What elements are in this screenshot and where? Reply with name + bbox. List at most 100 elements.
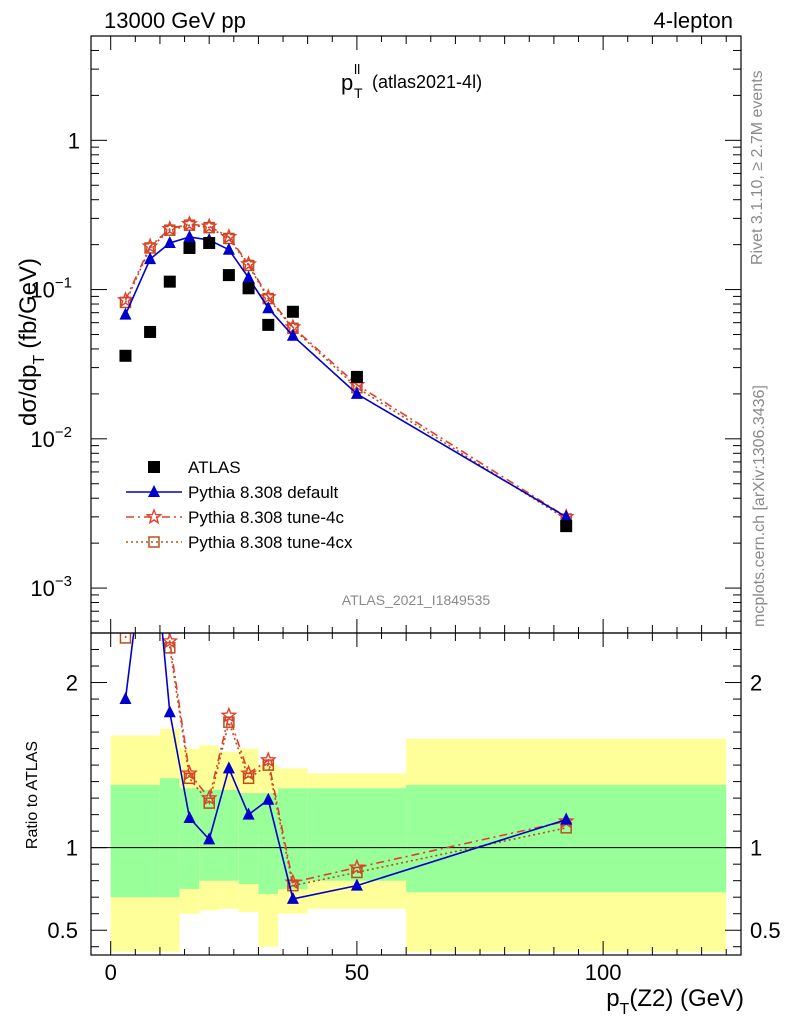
inner-band-bin bbox=[110, 784, 160, 898]
legend-entry: ATLAS bbox=[148, 458, 241, 477]
ratio-line bbox=[124, 633, 567, 887]
svg-text:mcplots.cern.ch [arXiv:1306.34: mcplots.cern.ch [arXiv:1306.3436] bbox=[751, 385, 768, 627]
data-point bbox=[161, 219, 179, 237]
ratio-y-tick-label: 2 bbox=[66, 671, 78, 696]
svg-text:Ratio to ATLAS: Ratio to ATLAS bbox=[24, 741, 41, 849]
ratio-y-tick-label-right: 1 bbox=[750, 836, 762, 861]
svg-text:p: p bbox=[341, 70, 353, 95]
legend-entry: Pythia 8.308 default bbox=[126, 483, 339, 502]
data-point bbox=[350, 370, 363, 383]
inner-band-bin bbox=[307, 788, 407, 881]
x-tick-label: 0 bbox=[105, 960, 117, 985]
ratio-y-tick-label: 0.5 bbox=[47, 918, 78, 943]
data-point bbox=[163, 275, 176, 288]
plot-title-sub: T bbox=[354, 85, 363, 101]
data-point bbox=[116, 291, 134, 308]
svg-text:pT(Z2) (GeV): pT(Z2) (GeV) bbox=[606, 985, 744, 1018]
plot-title: p ll T (atlas2021-4l) bbox=[341, 61, 482, 101]
ratio-point bbox=[203, 832, 216, 845]
data-point bbox=[220, 228, 238, 245]
data-point bbox=[180, 215, 198, 232]
ratio-series-0 bbox=[119, 633, 573, 904]
y-tick-label: 10−3 bbox=[30, 573, 72, 601]
ratio-point bbox=[242, 807, 255, 820]
data-point bbox=[183, 230, 196, 243]
inner-band-bin bbox=[159, 778, 180, 898]
data-point bbox=[259, 288, 277, 305]
legend-label: Pythia 8.308 tune-4c bbox=[188, 508, 344, 527]
series-0 bbox=[119, 237, 573, 533]
legend-marker bbox=[148, 536, 160, 548]
data-point bbox=[163, 236, 176, 249]
data-point bbox=[262, 318, 275, 331]
ratio-panel: 0 50 100 0.5 0.5 1 1 2 2 bbox=[47, 36, 781, 985]
ratio-y-axis-ticks: 0.5 0.5 1 1 2 2 bbox=[47, 649, 781, 948]
data-point bbox=[286, 305, 299, 318]
inner-band-bin bbox=[406, 784, 727, 893]
data-point bbox=[286, 328, 299, 341]
data-point bbox=[203, 221, 215, 234]
ratio-point bbox=[119, 633, 132, 644]
ratio-point bbox=[143, 395, 156, 408]
inner-band-bin bbox=[238, 793, 259, 884]
header-process-label: 4-lepton bbox=[653, 8, 733, 33]
legend-entry: Pythia 8.308 tune-4cx bbox=[126, 533, 353, 552]
y-tick-label: 10−2 bbox=[30, 424, 72, 452]
data-point bbox=[164, 224, 176, 236]
ratio-point bbox=[180, 764, 198, 781]
data-point bbox=[144, 325, 157, 338]
ratio-point bbox=[560, 812, 573, 825]
x-axis-label-main: p bbox=[606, 985, 619, 1012]
ratio-point bbox=[259, 751, 277, 768]
ratio-point bbox=[351, 866, 363, 879]
analysis-watermark: ATLAS_2021_I1849535 bbox=[342, 592, 491, 608]
ratio-point bbox=[200, 789, 218, 806]
inner-band-bin bbox=[179, 788, 200, 889]
legend-label: ATLAS bbox=[188, 458, 241, 477]
data-point bbox=[242, 282, 255, 295]
ratio-series-2 bbox=[119, 413, 572, 892]
data-point bbox=[200, 217, 218, 234]
data-point bbox=[240, 255, 258, 272]
x-axis-ticks: 0 50 100 bbox=[105, 36, 727, 985]
legend-entry: Pythia 8.308 tune-4c bbox=[126, 508, 344, 527]
main-panel: 10−3 10−2 10−1 1 bbox=[30, 35, 742, 634]
y-axis-label-unit: (fb/GeV) bbox=[15, 258, 42, 349]
ratio-point bbox=[350, 878, 363, 891]
ratio-point bbox=[183, 810, 196, 823]
data-point bbox=[144, 252, 157, 265]
data-point bbox=[350, 386, 363, 399]
inner-band-bin bbox=[219, 789, 239, 881]
rivet-version-text: Rivet 3.1.10, ≥ 2.7M events bbox=[749, 70, 766, 265]
legend-marker bbox=[145, 508, 163, 525]
series-2 bbox=[116, 215, 575, 525]
data-point bbox=[119, 307, 132, 320]
ratio-y-axis-label: Ratio to ATLAS bbox=[24, 741, 41, 849]
data-point bbox=[183, 241, 196, 254]
data-point bbox=[560, 520, 573, 533]
ratio-point bbox=[119, 616, 132, 629]
svg-text:dσ/dpT(fb/GeV): dσ/dpT (fb/GeV) bbox=[15, 258, 48, 426]
ratio-point bbox=[262, 792, 275, 805]
data-point bbox=[560, 509, 573, 522]
legend-marker bbox=[148, 485, 160, 497]
ratio-point bbox=[145, 413, 155, 423]
data-point bbox=[203, 237, 216, 250]
data-point bbox=[262, 301, 275, 314]
x-axis-label-rest: (Z2) (GeV) bbox=[629, 985, 744, 1012]
legend-label: Pythia 8.308 default bbox=[188, 483, 339, 502]
ratio-point bbox=[240, 764, 258, 781]
y-axis-label: dσ/dpT (fb/GeV) bbox=[15, 258, 48, 426]
series-line bbox=[124, 223, 567, 518]
ratio-point bbox=[203, 797, 215, 809]
x-tick-label: 100 bbox=[585, 960, 622, 985]
mcplots-reference-text: mcplots.cern.ch [arXiv:1306.3436] bbox=[751, 385, 768, 627]
ratio-point bbox=[163, 705, 176, 718]
ratio-y-tick-label-right: 2 bbox=[750, 671, 762, 696]
ratio-y-tick-label-right: 0.5 bbox=[750, 918, 781, 943]
y-axis-ticks: 10−3 10−2 10−1 1 bbox=[30, 35, 741, 634]
inner-band-bin bbox=[258, 793, 279, 894]
series-1 bbox=[119, 230, 573, 522]
plot-title-tag: (atlas2021-4l) bbox=[372, 72, 482, 92]
